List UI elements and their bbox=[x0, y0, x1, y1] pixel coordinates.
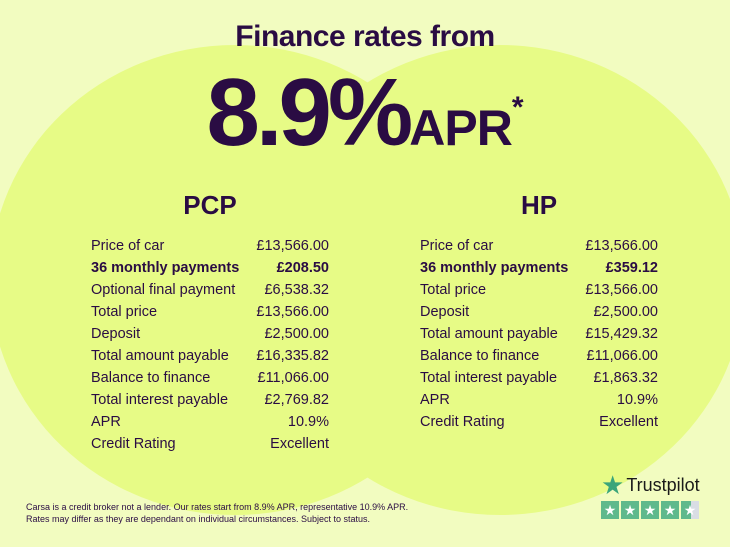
rating-star-icon: ★ bbox=[601, 501, 619, 519]
row-label: Optional final payment bbox=[91, 282, 236, 298]
row-value: £15,429.32 bbox=[585, 326, 658, 342]
row-label: Price of car bbox=[420, 238, 494, 254]
row-value: £2,500.00 bbox=[593, 304, 658, 320]
table-row: Optional final payment £6,538.32 bbox=[91, 279, 329, 301]
pcp-panel: PCP Price of car £13,566.00 36 monthly pay… bbox=[91, 190, 329, 455]
table-row: 36 monthly payments £359.12 bbox=[420, 257, 658, 279]
table-row: Price of car £13,566.00 bbox=[91, 235, 329, 257]
row-label: APR bbox=[420, 392, 450, 408]
row-value: £13,566.00 bbox=[585, 282, 658, 298]
row-label: Total amount payable bbox=[91, 348, 229, 364]
star-icon: ★ bbox=[601, 470, 625, 500]
table-row: APR 10.9% bbox=[420, 389, 658, 411]
row-label: Total interest payable bbox=[420, 370, 558, 386]
row-value: 10.9% bbox=[616, 392, 658, 408]
table-row: Deposit £2,500.00 bbox=[91, 323, 329, 345]
row-label: Credit Rating bbox=[420, 414, 505, 430]
row-value: £1,863.32 bbox=[593, 370, 658, 386]
rating-star-icon: ★ bbox=[661, 501, 679, 519]
row-label: Total price bbox=[420, 282, 487, 298]
row-value: £16,335.82 bbox=[256, 348, 329, 364]
table-row: Total price £13,566.00 bbox=[420, 279, 658, 301]
row-value: Excellent bbox=[599, 414, 658, 430]
row-value: £2,500.00 bbox=[264, 326, 329, 342]
row-value: £6,538.32 bbox=[264, 282, 329, 298]
row-value: 10.9% bbox=[287, 414, 329, 430]
row-value: £359.12 bbox=[605, 260, 658, 276]
headline: Finance rates from bbox=[235, 20, 495, 53]
table-row: Credit Rating Excellent bbox=[420, 411, 658, 433]
hp-panel: HP Price of car £13,566.00 36 monthly paym… bbox=[420, 190, 658, 433]
row-label: Total interest payable bbox=[91, 392, 229, 408]
row-label: APR bbox=[91, 414, 121, 430]
row-label: 36 monthly payments bbox=[420, 260, 569, 276]
hp-rows: Price of car £13,566.00 36 monthly payment… bbox=[420, 235, 658, 433]
table-row: APR 10.9% bbox=[91, 411, 329, 433]
table-row: Total price £13,566.00 bbox=[91, 301, 329, 323]
trustpilot-logo: ★ Trustpilot bbox=[601, 470, 700, 500]
table-row: Deposit £2,500.00 bbox=[420, 301, 658, 323]
row-value: £13,566.00 bbox=[585, 238, 658, 254]
table-row: 36 monthly payments £208.50 bbox=[91, 257, 329, 279]
row-value: £13,566.00 bbox=[256, 304, 329, 320]
disclaimer-line-2: Rates may differ as they are dependant o… bbox=[26, 514, 371, 524]
rate-apr: APR bbox=[409, 100, 513, 156]
rate-value: 8.9% bbox=[206, 59, 413, 166]
rating-half-star-icon: ★ bbox=[681, 501, 699, 519]
row-value: £11,066.00 bbox=[586, 348, 659, 364]
table-row: Total amount payable £15,429.32 bbox=[420, 323, 658, 345]
table-row: Balance to finance £11,066.00 bbox=[420, 345, 658, 367]
table-row: Total amount payable £16,335.82 bbox=[91, 345, 329, 367]
disclaimer-line-1: Carsa is a credit broker not a lender. O… bbox=[26, 502, 409, 512]
rate-headline: 8.9%APR* bbox=[0, 58, 730, 168]
row-label: Deposit bbox=[91, 326, 141, 342]
rating-star-icon: ★ bbox=[621, 501, 639, 519]
table-row: Total interest payable £1,863.32 bbox=[420, 367, 658, 389]
background-circle-right bbox=[255, 45, 730, 515]
row-value: Excellent bbox=[270, 436, 329, 452]
row-value: £2,769.82 bbox=[264, 392, 329, 408]
row-label: Total price bbox=[91, 304, 158, 320]
trustpilot-rating: ★ ★ ★ ★ ★ bbox=[601, 501, 700, 519]
rating-star-icon: ★ bbox=[641, 501, 659, 519]
row-label: 36 monthly payments bbox=[91, 260, 240, 276]
row-value: £13,566.00 bbox=[256, 238, 329, 254]
table-row: Total interest payable £2,769.82 bbox=[91, 389, 329, 411]
trustpilot-name: Trustpilot bbox=[626, 474, 700, 495]
row-label: Balance to finance bbox=[91, 370, 211, 386]
pcp-rows: Price of car £13,566.00 36 monthly payment… bbox=[91, 235, 329, 455]
table-row: Balance to finance £11,066.00 bbox=[91, 367, 329, 389]
rate-asterisk: * bbox=[511, 91, 524, 124]
table-row: Price of car £13,566.00 bbox=[420, 235, 658, 257]
row-label: Credit Rating bbox=[91, 436, 176, 452]
row-label: Deposit bbox=[420, 304, 470, 320]
row-value: £11,066.00 bbox=[257, 370, 330, 386]
disclaimer: Carsa is a credit broker not a lender. O… bbox=[26, 501, 408, 525]
pcp-title: PCP bbox=[183, 190, 237, 220]
row-label: Price of car bbox=[91, 238, 165, 254]
row-label: Balance to finance bbox=[420, 348, 540, 364]
row-label: Total amount payable bbox=[420, 326, 558, 342]
table-row: Credit Rating Excellent bbox=[91, 433, 329, 455]
row-value: £208.50 bbox=[276, 260, 329, 276]
hp-title: HP bbox=[520, 190, 558, 220]
trustpilot-badge[interactable]: ★ Trustpilot ★ ★ ★ ★ ★ bbox=[601, 470, 700, 519]
